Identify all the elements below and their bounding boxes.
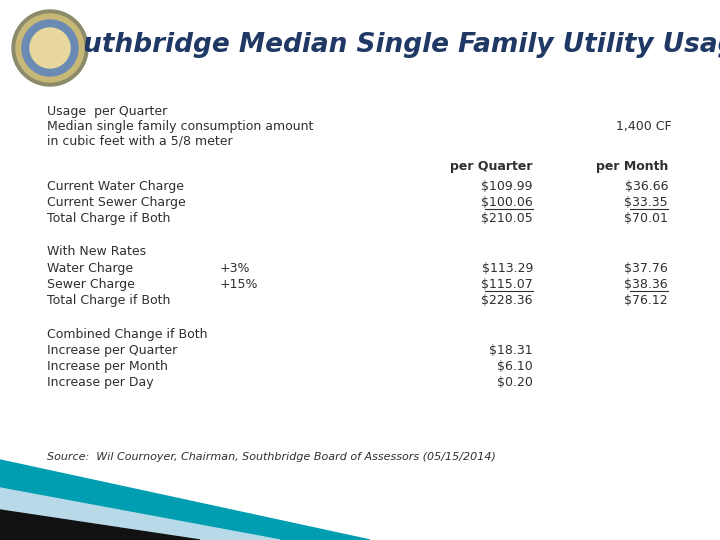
Text: $113.29: $113.29	[482, 262, 533, 275]
Text: $33.35: $33.35	[624, 196, 668, 209]
Text: $100.06: $100.06	[481, 196, 533, 209]
Text: Source:  Wil Cournoyer, Chairman, Southbridge Board of Assessors (05/15/2014): Source: Wil Cournoyer, Chairman, Southbr…	[47, 452, 496, 462]
Text: Current Water Charge: Current Water Charge	[47, 180, 184, 193]
Text: Usage  per Quarter: Usage per Quarter	[47, 105, 167, 118]
Text: Southbridge Median Single Family Utility Usage: Southbridge Median Single Family Utility…	[46, 32, 720, 58]
Text: Total Charge if Both: Total Charge if Both	[47, 212, 171, 225]
Text: $76.12: $76.12	[624, 294, 668, 307]
Polygon shape	[22, 20, 78, 76]
Text: Current Sewer Charge: Current Sewer Charge	[47, 196, 186, 209]
Text: $38.36: $38.36	[624, 278, 668, 291]
Text: $228.36: $228.36	[482, 294, 533, 307]
Text: Total Charge if Both: Total Charge if Both	[47, 294, 171, 307]
Polygon shape	[30, 28, 70, 68]
Text: 1,400 CF: 1,400 CF	[616, 120, 672, 133]
Text: $36.66: $36.66	[624, 180, 668, 193]
Text: $6.10: $6.10	[498, 360, 533, 373]
Text: per Quarter: per Quarter	[451, 160, 533, 173]
Text: $115.07: $115.07	[481, 278, 533, 291]
Text: $18.31: $18.31	[490, 344, 533, 357]
Text: per Month: per Month	[595, 160, 668, 173]
Text: $37.76: $37.76	[624, 262, 668, 275]
Text: Median single family consumption amount: Median single family consumption amount	[47, 120, 313, 133]
Polygon shape	[0, 510, 200, 540]
Polygon shape	[0, 460, 370, 540]
Text: Increase per Day: Increase per Day	[47, 376, 153, 389]
Text: in cubic feet with a 5/8 meter: in cubic feet with a 5/8 meter	[47, 135, 233, 148]
Text: Water Charge: Water Charge	[47, 262, 133, 275]
Text: Combined Change if Both: Combined Change if Both	[47, 328, 207, 341]
Polygon shape	[16, 14, 84, 82]
Text: $109.99: $109.99	[482, 180, 533, 193]
Text: Increase per Quarter: Increase per Quarter	[47, 344, 177, 357]
Text: With New Rates: With New Rates	[47, 245, 146, 258]
Text: +15%: +15%	[220, 278, 258, 291]
Text: $210.05: $210.05	[481, 212, 533, 225]
Text: Increase per Month: Increase per Month	[47, 360, 168, 373]
Text: +3%: +3%	[220, 262, 251, 275]
Text: Sewer Charge: Sewer Charge	[47, 278, 135, 291]
Polygon shape	[0, 488, 280, 540]
Text: $0.20: $0.20	[497, 376, 533, 389]
Polygon shape	[12, 10, 88, 86]
Text: $70.01: $70.01	[624, 212, 668, 225]
